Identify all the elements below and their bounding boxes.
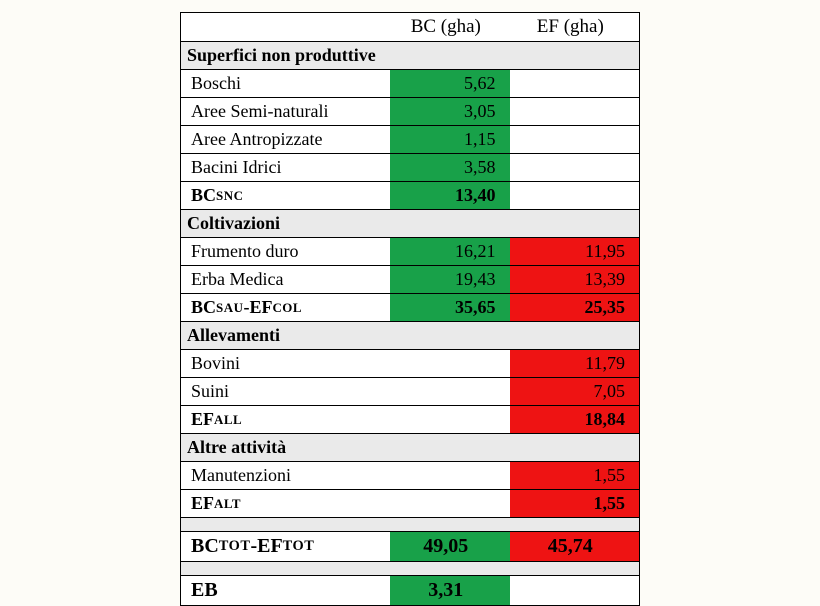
- row-label: Aree Semi-naturali: [181, 98, 390, 125]
- sub: ALT: [214, 496, 241, 512]
- row-bc: [390, 462, 510, 489]
- row-label: Aree Antropizzate: [181, 126, 390, 153]
- header-ef: EF (gha): [510, 13, 639, 41]
- subtotal-row: EFALL 18,84: [181, 405, 639, 433]
- section-allevamenti: Allevamenti: [181, 321, 639, 349]
- table-row: Frumento duro 16,21 11,95: [181, 237, 639, 265]
- subtotal-row: BCSNC 13,40: [181, 181, 639, 209]
- grand-total-row: BCTOT - EFTOT 49,05 45,74: [181, 531, 639, 561]
- sub: COL: [272, 300, 302, 316]
- section-title: Superfici non produttive: [181, 42, 639, 69]
- row-ef: [510, 154, 639, 181]
- section-coltivazioni: Coltivazioni: [181, 209, 639, 237]
- pre: EF: [191, 493, 214, 514]
- subtotal-ef: 18,84: [510, 406, 639, 433]
- pre: EF: [257, 535, 283, 558]
- row-label: Manutenzioni: [181, 462, 390, 489]
- grand-ef: 45,74: [510, 532, 639, 561]
- row-ef: 13,39: [510, 266, 639, 293]
- row-bc: 5,62: [390, 70, 510, 97]
- row-label: Erba Medica: [181, 266, 390, 293]
- row-ef: 1,55: [510, 462, 639, 489]
- section-title: Allevamenti: [181, 322, 639, 349]
- subtotal-label: EFALL: [181, 406, 390, 433]
- grand-bc: 49,05: [390, 532, 510, 561]
- row-bc: [390, 378, 510, 405]
- subtotal-bc: 35,65: [390, 294, 510, 321]
- row-ef: [510, 98, 639, 125]
- subtotal-label: BCSNC: [181, 182, 390, 209]
- row-label: Frumento duro: [181, 238, 390, 265]
- table-row: Suini 7,05: [181, 377, 639, 405]
- grand-label: BCTOT - EFTOT: [181, 532, 390, 561]
- table-row: Boschi 5,62: [181, 69, 639, 97]
- eco-footprint-table: BC (gha) EF (gha) Superfici non produtti…: [180, 12, 640, 606]
- spacer-row: [181, 561, 639, 575]
- table-row: Bovini 11,79: [181, 349, 639, 377]
- row-bc: 19,43: [390, 266, 510, 293]
- row-bc: [390, 350, 510, 377]
- row-label: Bovini: [181, 350, 390, 377]
- row-ef: [510, 70, 639, 97]
- row-bc: 16,21: [390, 238, 510, 265]
- row-bc: 3,05: [390, 98, 510, 125]
- eb-bc: 3,31: [390, 576, 510, 605]
- sub: TOT: [283, 538, 315, 555]
- spacer-row: [181, 517, 639, 531]
- header-blank: [181, 13, 390, 41]
- table-row: Aree Antropizzate 1,15: [181, 125, 639, 153]
- subtotal-bc: 13,40: [390, 182, 510, 209]
- row-ef: 11,95: [510, 238, 639, 265]
- table-row: Manutenzioni 1,55: [181, 461, 639, 489]
- sub: SAU: [216, 300, 243, 316]
- row-ef: [510, 126, 639, 153]
- subtotal-label: EFALT: [181, 490, 390, 517]
- pre: BC: [191, 535, 219, 558]
- section-title: Coltivazioni: [181, 210, 639, 237]
- eb-ef: [510, 576, 639, 605]
- section-altre: Altre attività: [181, 433, 639, 461]
- row-label: Boschi: [181, 70, 390, 97]
- row-ef: 11,79: [510, 350, 639, 377]
- eb-label: EB: [181, 576, 390, 605]
- subtotal-bc: [390, 406, 510, 433]
- row-label: Suini: [181, 378, 390, 405]
- sub: ALL: [214, 412, 242, 428]
- row-label: Bacini Idrici: [181, 154, 390, 181]
- pre: EF: [249, 297, 272, 318]
- eb-row: EB 3,31: [181, 575, 639, 605]
- table-row: Erba Medica 19,43 13,39: [181, 265, 639, 293]
- table-row: Bacini Idrici 3,58: [181, 153, 639, 181]
- row-ef: 7,05: [510, 378, 639, 405]
- subtotal-row: BCSAU - EFCOL 35,65 25,35: [181, 293, 639, 321]
- row-bc: 3,58: [390, 154, 510, 181]
- header-row: BC (gha) EF (gha): [181, 12, 639, 41]
- sub: TOT: [219, 538, 251, 555]
- subtotal-ef: 25,35: [510, 294, 639, 321]
- dash: -: [250, 535, 257, 558]
- pre: BC: [191, 185, 216, 206]
- subtotal-bc: [390, 490, 510, 517]
- section-superfici: Superfici non produttive: [181, 41, 639, 69]
- pre: EF: [191, 409, 214, 430]
- sub: SNC: [216, 188, 243, 204]
- subtotal-row: EFALT 1,55: [181, 489, 639, 517]
- subtotal-label: BCSAU - EFCOL: [181, 294, 390, 321]
- table-row: Aree Semi-naturali 3,05: [181, 97, 639, 125]
- pre: BC: [191, 297, 216, 318]
- subtotal-ef: [510, 182, 639, 209]
- subtotal-ef: 1,55: [510, 490, 639, 517]
- row-bc: 1,15: [390, 126, 510, 153]
- header-bc: BC (gha): [390, 13, 510, 41]
- section-title: Altre attività: [181, 434, 639, 461]
